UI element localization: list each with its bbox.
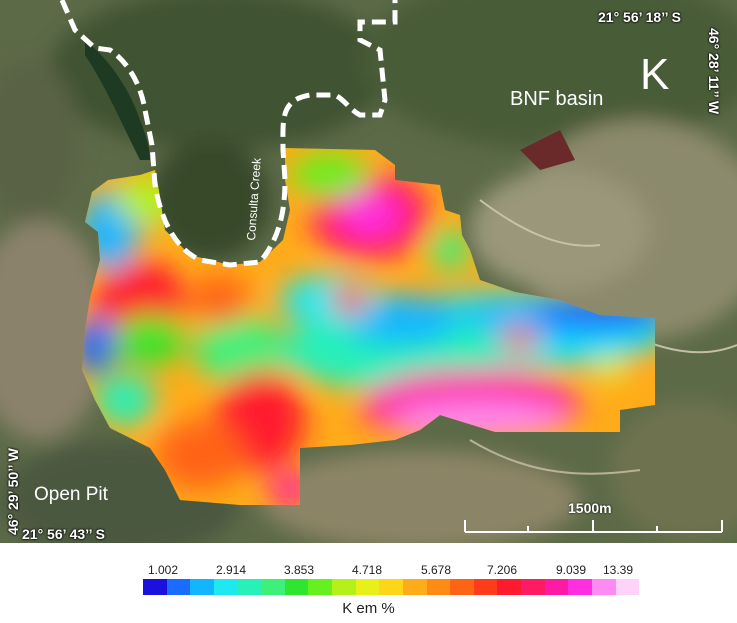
legend-tick: 4.718 [351, 563, 383, 577]
legend-color-swatch [166, 579, 191, 595]
legend-color-swatch [308, 579, 332, 595]
satellite-map [0, 0, 737, 543]
legend-color-swatch [521, 579, 545, 595]
legend-color-swatch [402, 579, 427, 595]
legend-color-swatch [332, 579, 356, 595]
legend-color-swatch [284, 579, 309, 595]
legend-color-swatch [261, 579, 285, 595]
legend-color-swatch [450, 579, 474, 595]
legend-color-swatch [355, 579, 380, 595]
coordinate-label-bottom-left: 21° 56’ 43’’ S [22, 526, 105, 542]
legend-color-swatch [544, 579, 569, 595]
legend-tick: 2.914 [215, 563, 247, 577]
basin-label: BNF basin [510, 88, 604, 110]
coordinate-label-left: 46° 29’ 50’’ W [5, 448, 21, 535]
legend-color-swatch [213, 579, 238, 595]
legend-color-swatch [237, 579, 262, 595]
color-legend: 1.002 2.914 3.853 4.718 5.678 7.206 9.03… [0, 543, 737, 623]
legend-color-bar [143, 579, 640, 595]
legend-color-swatch [379, 579, 403, 595]
legend-color-swatch [568, 579, 592, 595]
legend-tick: 7.206 [486, 563, 518, 577]
open-pit-label: Open Pit [34, 484, 108, 505]
coordinate-label-right: 46° 28’ 11’’ W [706, 28, 722, 115]
legend-color-swatch [497, 579, 521, 595]
legend-color-swatch [615, 579, 640, 595]
legend-color-swatch [143, 579, 167, 595]
legend-tick: 1.002 [147, 563, 179, 577]
panel-letter: K [640, 50, 670, 99]
scale-bar-label: 1500m [568, 500, 612, 516]
legend-tick: 5.678 [420, 563, 452, 577]
legend-title: K em % [342, 600, 395, 617]
legend-color-swatch [473, 579, 498, 595]
legend-color-swatch [190, 579, 214, 595]
legend-tick: 9.039 [555, 563, 587, 577]
coordinate-label-top-right: 21° 56’ 18’’ S [598, 9, 681, 25]
legend-color-swatch [591, 579, 616, 595]
legend-color-swatch [426, 579, 451, 595]
legend-tick: 13.39 [602, 563, 634, 577]
legend-tick: 3.853 [283, 563, 315, 577]
